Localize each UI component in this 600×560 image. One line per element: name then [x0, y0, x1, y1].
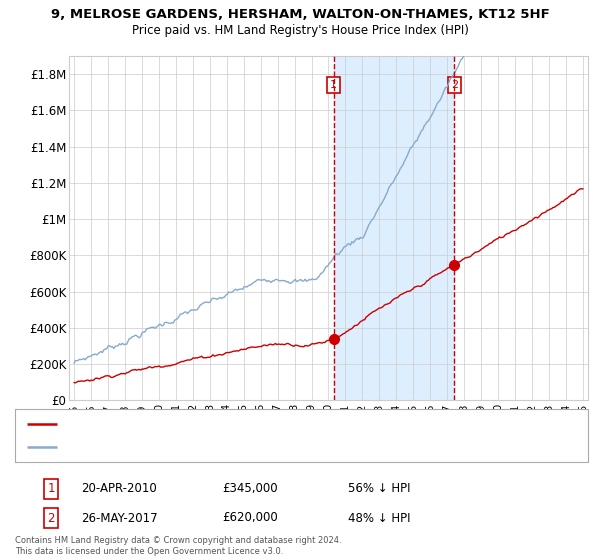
Text: 48% ↓ HPI: 48% ↓ HPI	[348, 511, 410, 525]
Bar	[334, 56, 454, 400]
Text: 2: 2	[451, 80, 458, 90]
Text: 56% ↓ HPI: 56% ↓ HPI	[348, 482, 410, 496]
Text: 9, MELROSE GARDENS, HERSHAM, WALTON-ON-THAMES, KT12 5HF: 9, MELROSE GARDENS, HERSHAM, WALTON-ON-T…	[50, 8, 550, 21]
Text: HPI: Average price, detached house, Elmbridge: HPI: Average price, detached house, Elmb…	[63, 442, 298, 452]
Text: 9, MELROSE GARDENS, HERSHAM, WALTON-ON-THAMES, KT12 5HF (detached house): 9, MELROSE GARDENS, HERSHAM, WALTON-ON-T…	[63, 419, 487, 429]
Text: 1: 1	[330, 80, 337, 90]
Text: 26-MAY-2017: 26-MAY-2017	[81, 511, 158, 525]
Text: 2: 2	[47, 511, 55, 525]
Text: 1: 1	[47, 482, 55, 496]
Text: Contains HM Land Registry data © Crown copyright and database right 2024.
This d: Contains HM Land Registry data © Crown c…	[15, 536, 341, 556]
Text: 20-APR-2010: 20-APR-2010	[81, 482, 157, 496]
Text: £345,000: £345,000	[222, 482, 278, 496]
Text: £620,000: £620,000	[222, 511, 278, 525]
Text: Price paid vs. HM Land Registry's House Price Index (HPI): Price paid vs. HM Land Registry's House …	[131, 24, 469, 36]
